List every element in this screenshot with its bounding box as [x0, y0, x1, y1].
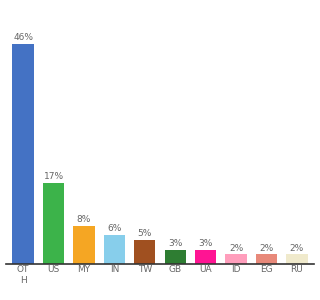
Text: 6%: 6%: [107, 224, 122, 233]
Bar: [43, 183, 64, 264]
Bar: [195, 250, 216, 264]
Bar: [164, 250, 186, 264]
Text: 3%: 3%: [198, 239, 213, 248]
Text: 46%: 46%: [13, 33, 33, 42]
Text: 17%: 17%: [44, 172, 64, 181]
Bar: [286, 254, 308, 264]
Text: 2%: 2%: [229, 244, 243, 253]
Text: 2%: 2%: [290, 244, 304, 253]
Bar: [134, 240, 156, 264]
Bar: [256, 254, 277, 264]
Text: 3%: 3%: [168, 239, 182, 248]
Text: 8%: 8%: [77, 215, 91, 224]
Bar: [73, 226, 95, 264]
Bar: [12, 44, 34, 264]
Text: 5%: 5%: [138, 229, 152, 238]
Bar: [104, 235, 125, 264]
Text: 2%: 2%: [259, 244, 274, 253]
Bar: [225, 254, 247, 264]
